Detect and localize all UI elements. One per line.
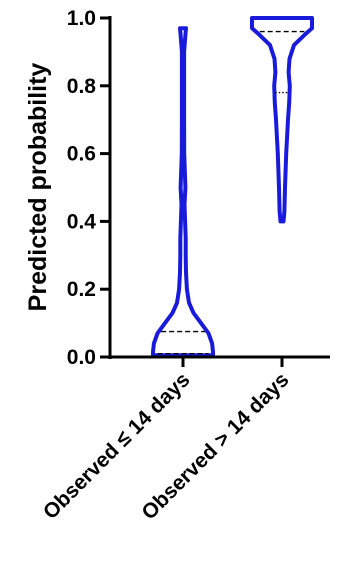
y-axis-title: Predicted probability [24,63,52,312]
violin-2 [250,16,314,224]
y-tick-label-5: 1.0 [67,7,96,30]
y-tick-label-4: 0.8 [67,75,97,98]
y-tick-label-2: 0.4 [67,210,97,233]
violin-1 [151,26,215,358]
y-tick-label-1: 0.2 [67,278,96,301]
y-tick-label-3: 0.6 [67,143,96,166]
violins-layer [151,16,314,358]
y-tick-label-0: 0.0 [67,346,96,369]
